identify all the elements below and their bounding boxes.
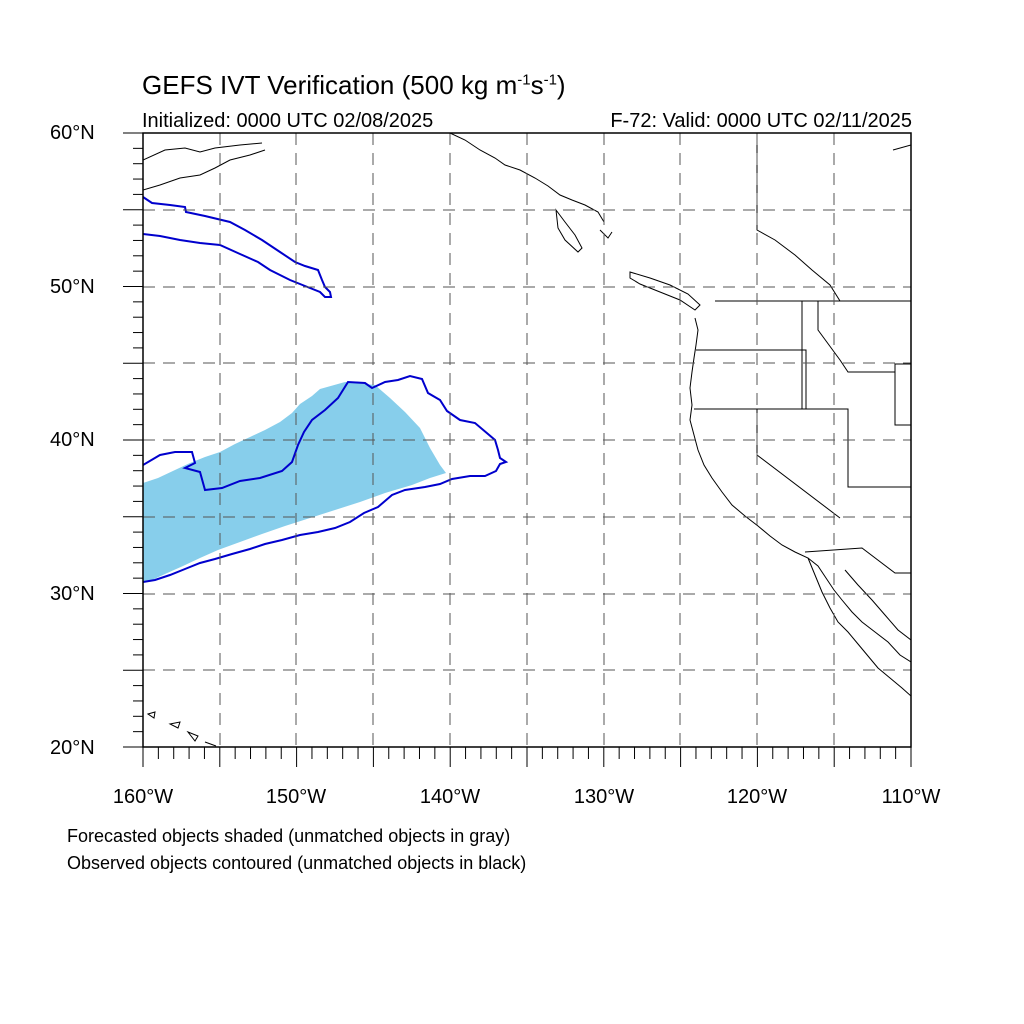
initialized-label: Initialized: 0000 UTC 02/08/2025: [142, 110, 434, 132]
lon-label-130w: 130°W: [573, 786, 635, 808]
coastlines: [143, 133, 911, 747]
lon-label-150w: 150°W: [265, 786, 327, 808]
forecast-object: [143, 382, 446, 582]
alaska-panhandle-coast: [449, 133, 605, 223]
valid-label: F-72: Valid: 0000 UTC 02/11/2025: [610, 110, 912, 132]
state-borders: [694, 301, 911, 574]
lat-label-50: 50°N: [50, 276, 95, 298]
lat-label-60: 60°N: [50, 122, 95, 144]
canada-interior: [756, 133, 911, 302]
lon-label-120w: 120°W: [726, 786, 788, 808]
graticule: [143, 133, 911, 747]
bc-islands: [555, 208, 613, 253]
note-observed: Observed objects contoured (unmatched ob…: [67, 853, 527, 873]
lat-label-20: 20°N: [50, 737, 95, 759]
observed-contour-north: [143, 196, 333, 298]
vancouver-island: [629, 271, 701, 311]
lon-label-110w: 110°W: [881, 786, 941, 808]
note-forecast: Forecasted objects shaded (unmatched obj…: [67, 826, 511, 846]
lat-label-30: 30°N: [50, 583, 95, 605]
axis-ticks: [123, 132, 912, 767]
observed-contour-main: [143, 374, 509, 583]
alaska-coast: [143, 142, 266, 191]
west-coast: [689, 317, 911, 663]
forecast-shaded-area: [143, 382, 446, 582]
lat-label-40: 40°N: [50, 429, 95, 451]
hawaii-islands: [146, 711, 217, 747]
map-title: GEFS IVT Verification (500 kg m-1s-1): [142, 70, 566, 100]
lon-label-140w: 140°W: [419, 786, 481, 808]
baja-california: [807, 557, 911, 697]
lon-label-160w: 160°W: [112, 786, 174, 808]
